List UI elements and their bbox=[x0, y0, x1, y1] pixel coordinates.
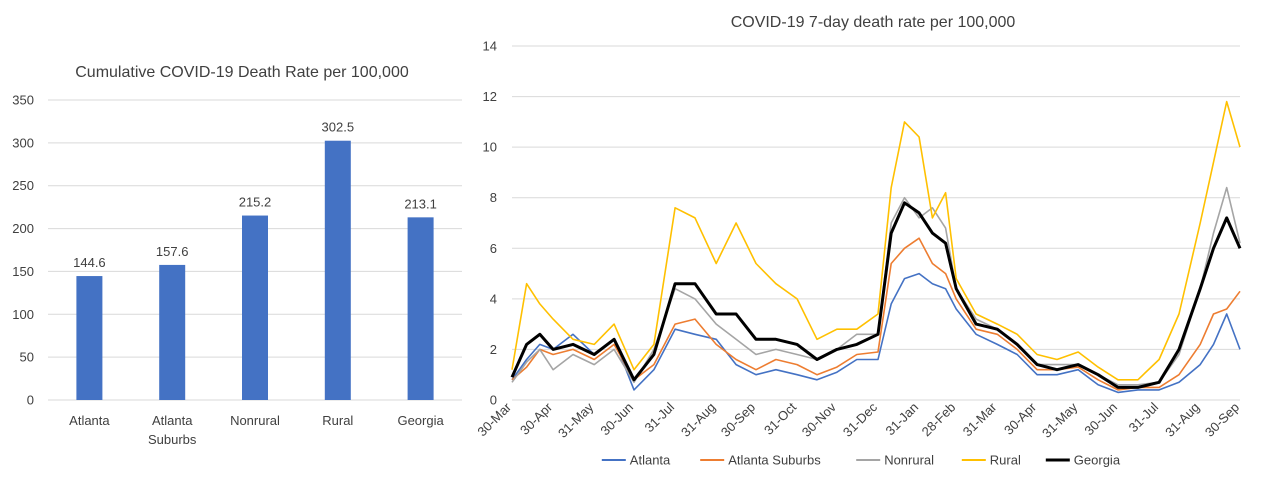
x-tick-label: Suburbs bbox=[148, 432, 197, 447]
x-tick-label: Rural bbox=[322, 413, 353, 428]
bar-chart-data-labels: 144.6 157.6 215.2 302.5 213.1 bbox=[73, 120, 437, 270]
data-label: 144.6 bbox=[73, 255, 106, 270]
series-line-1 bbox=[511, 237, 1241, 391]
y-tick-label: 0 bbox=[27, 393, 34, 408]
y-tick-label: 2 bbox=[490, 342, 497, 357]
series-line-2 bbox=[511, 186, 1241, 386]
bar-chart-x-axis: Atlanta Atlanta Suburbs Nonrural Rural Georgi… bbox=[69, 413, 444, 447]
x-tick-label: 31-Aug bbox=[678, 400, 718, 440]
x-tick-label: 28-Feb bbox=[919, 400, 959, 440]
x-tick-label: 31-May bbox=[1039, 399, 1081, 441]
y-tick-label: 14 bbox=[483, 39, 497, 54]
bar-4 bbox=[407, 217, 434, 400]
y-tick-label: 8 bbox=[490, 190, 497, 205]
x-tick-label: 31-Jul bbox=[1126, 399, 1162, 435]
bar-0 bbox=[76, 276, 103, 400]
legend-label: Atlanta bbox=[630, 453, 671, 468]
x-tick-label: 31-Jan bbox=[883, 400, 922, 439]
x-tick-label: Georgia bbox=[397, 413, 444, 428]
x-tick-label: Atlanta bbox=[152, 413, 193, 428]
y-tick-label: 150 bbox=[12, 264, 34, 279]
x-tick-label: 31-Oct bbox=[761, 399, 799, 437]
line-chart-y-axis: 0 2 4 6 8 10 12 14 bbox=[483, 39, 497, 408]
y-tick-label: 200 bbox=[12, 221, 34, 236]
line-chart-x-axis: 30-Mar 30-Apr 31-May 30-Jun 31-Jul 31-Aug 30-S… bbox=[474, 399, 1242, 441]
y-tick-label: 12 bbox=[483, 89, 497, 104]
x-tick-label: 30-Jun bbox=[1081, 400, 1120, 439]
x-tick-label: Atlanta bbox=[69, 413, 110, 428]
y-tick-label: 0 bbox=[490, 393, 497, 408]
series-line-0 bbox=[511, 272, 1241, 394]
x-tick-label: 31-Aug bbox=[1162, 400, 1202, 440]
data-label: 302.5 bbox=[322, 120, 355, 135]
y-tick-label: 350 bbox=[12, 93, 34, 108]
line-chart: COVID-19 7-day death rate per 100,000 0 2… bbox=[474, 14, 1242, 468]
bar-chart: Cumulative COVID-19 Death Rate per 100,0… bbox=[12, 64, 462, 447]
x-tick-label: 31-Jul bbox=[642, 399, 678, 435]
bar-chart-bars bbox=[76, 140, 434, 400]
y-tick-label: 100 bbox=[12, 307, 34, 322]
bar-chart-y-axis: 0 50 100 150 200 250 300 350 bbox=[12, 93, 34, 408]
x-tick-label: 30-Jun bbox=[597, 400, 636, 439]
y-tick-label: 4 bbox=[490, 291, 497, 306]
bar-2 bbox=[242, 215, 268, 400]
x-tick-label: 30-Sep bbox=[1202, 400, 1242, 440]
x-tick-label: 31-May bbox=[555, 399, 597, 441]
x-tick-label: 31-Mar bbox=[960, 399, 1000, 439]
x-tick-label: 30-Nov bbox=[799, 399, 840, 440]
data-label: 157.6 bbox=[156, 244, 189, 259]
legend-label: Atlanta Suburbs bbox=[728, 453, 821, 468]
data-label: 215.2 bbox=[239, 195, 272, 210]
legend-label: Rural bbox=[990, 453, 1021, 468]
x-tick-label: 31-Dec bbox=[840, 399, 881, 440]
series-line-4 bbox=[510, 201, 1242, 389]
line-chart-gridlines bbox=[512, 45, 1240, 401]
line-chart-title: COVID-19 7-day death rate per 100,000 bbox=[731, 14, 1016, 31]
y-tick-label: 300 bbox=[12, 135, 34, 150]
bar-3 bbox=[324, 140, 351, 400]
series-line-3 bbox=[511, 100, 1241, 381]
line-chart-legend: Atlanta Atlanta Suburbs Nonrural Rural Georg… bbox=[601, 453, 1121, 468]
data-label: 213.1 bbox=[404, 196, 437, 211]
x-tick-label: 30-Apr bbox=[1001, 399, 1040, 438]
legend-label: Nonrural bbox=[884, 453, 934, 468]
x-tick-label: 30-Apr bbox=[517, 399, 556, 438]
y-tick-label: 50 bbox=[20, 350, 34, 365]
line-chart-series bbox=[510, 100, 1242, 394]
y-tick-label: 6 bbox=[490, 241, 497, 256]
legend-label: Georgia bbox=[1074, 453, 1121, 468]
x-tick-label: 30-Sep bbox=[718, 400, 758, 440]
x-tick-label: Nonrural bbox=[230, 413, 280, 428]
y-tick-label: 250 bbox=[12, 178, 34, 193]
bar-1 bbox=[159, 264, 186, 400]
y-tick-label: 10 bbox=[483, 140, 497, 155]
bar-chart-title: Cumulative COVID-19 Death Rate per 100,0… bbox=[75, 64, 409, 81]
